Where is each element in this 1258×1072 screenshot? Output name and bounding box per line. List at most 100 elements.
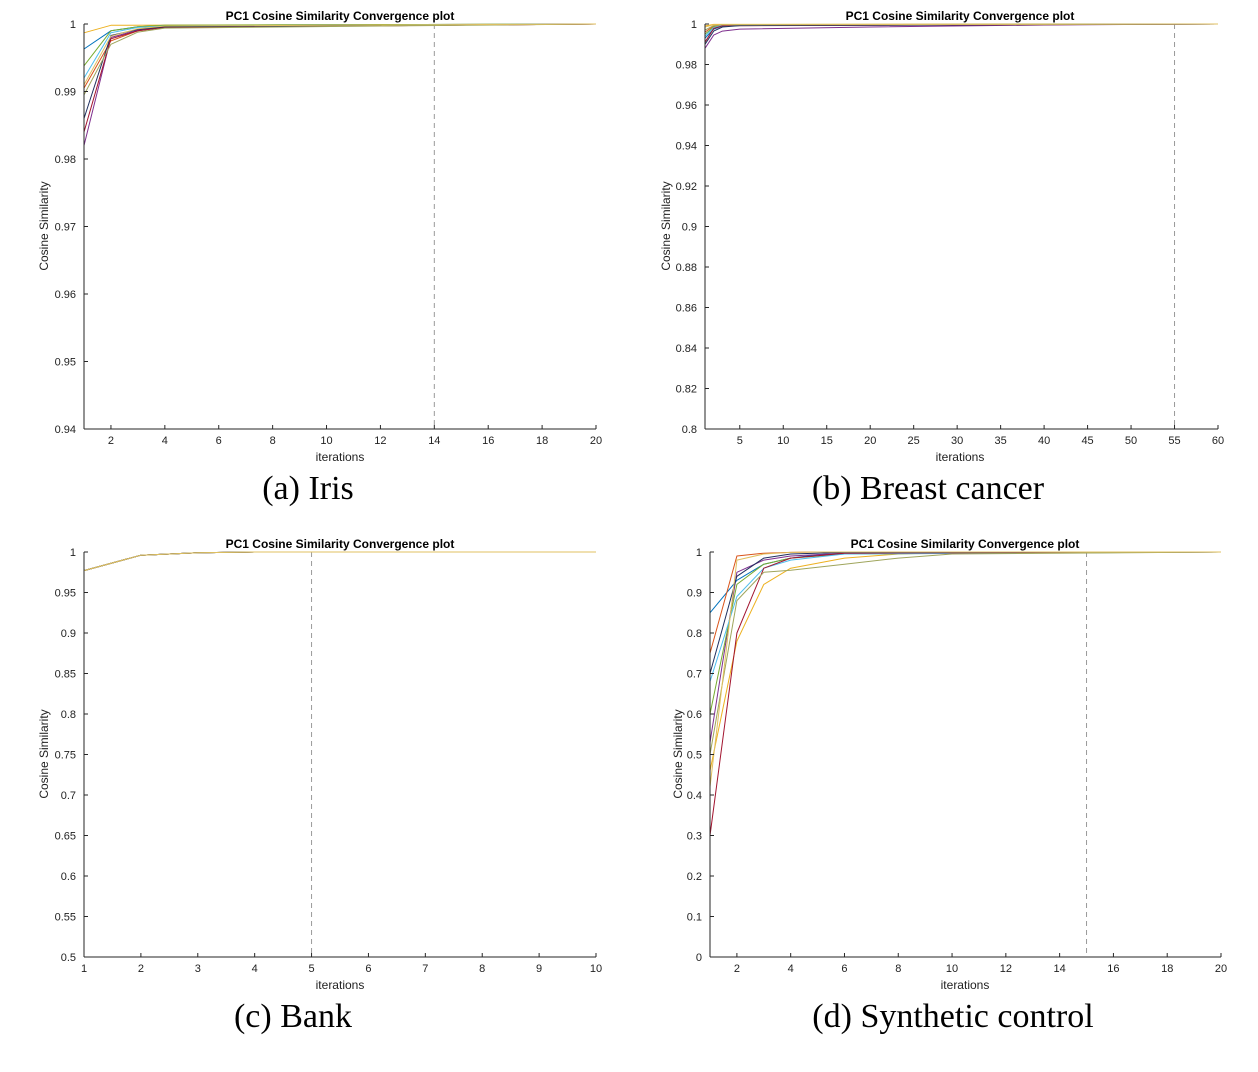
x-axis-label: iterations (316, 978, 365, 992)
x-tick-label: 45 (1081, 435, 1093, 447)
y-tick-label: 0.2 (687, 871, 702, 883)
chart-title: PC1 Cosine Similarity Convergence plot (846, 9, 1075, 23)
x-tick-label: 6 (365, 963, 371, 975)
x-tick-label: 6 (216, 435, 222, 447)
series-line (709, 551, 1222, 836)
series-line (83, 23, 597, 96)
series-line (83, 23, 597, 133)
y-tick-label: 0.88 (676, 262, 697, 274)
x-axis-label: iterations (941, 978, 990, 992)
x-tick-label: 2 (108, 435, 114, 447)
y-tick-label: 0.9 (687, 588, 702, 600)
y-axis-label: Cosine Similarity (37, 181, 51, 270)
x-tick-label: 2 (734, 963, 740, 975)
series-line (709, 551, 1222, 771)
x-tick-label: 7 (422, 963, 428, 975)
x-tick-label: 14 (1054, 963, 1066, 975)
series-line (709, 551, 1221, 787)
y-tick-label: 0.94 (676, 141, 697, 153)
x-tick-label: 10 (777, 435, 789, 447)
y-tick-label: 1 (70, 547, 76, 559)
x-tick-label: 55 (1168, 435, 1180, 447)
y-tick-label: 0.95 (55, 588, 76, 600)
x-tick-label: 8 (895, 963, 901, 975)
x-tick-label: 14 (428, 435, 440, 447)
x-tick-label: 5 (308, 963, 314, 975)
chart-title: PC1 Cosine Similarity Convergence plot (226, 537, 455, 551)
y-tick-label: 0.99 (55, 87, 76, 99)
x-axis-label: iterations (936, 450, 985, 464)
x-tick-label: 12 (1000, 963, 1012, 975)
y-tick-label: 0.7 (61, 790, 76, 802)
y-axis-label: Cosine Similarity (659, 181, 673, 270)
x-tick-label: 40 (1038, 435, 1050, 447)
x-tick-label: 1 (81, 963, 87, 975)
series-line (709, 551, 1222, 715)
y-tick-label: 0.65 (55, 831, 76, 843)
y-tick-label: 0.82 (676, 384, 697, 396)
y-tick-label: 0.94 (55, 424, 76, 436)
y-tick-label: 0.98 (676, 60, 697, 72)
panel-synthetic-control: PC1 Cosine Similarity Convergence plot i… (671, 537, 1227, 1035)
series-line (83, 23, 597, 86)
y-tick-label: 0.1 (687, 912, 702, 924)
series-line (83, 23, 597, 67)
y-tick-label: 0.86 (676, 303, 697, 315)
series-line (704, 23, 1219, 28)
x-tick-label: 50 (1125, 435, 1137, 447)
panel-breast-cancer: PC1 Cosine Similarity Convergence plot i… (659, 9, 1224, 507)
series-line (83, 23, 597, 119)
y-tick-label: 0.8 (61, 709, 76, 721)
caption: (d) Synthetic control (812, 998, 1093, 1035)
y-tick-label: 0.7 (687, 669, 702, 681)
series-line (709, 551, 1222, 755)
y-tick-label: 1 (70, 19, 76, 31)
y-tick-label: 0.5 (61, 952, 76, 964)
y-tick-label: 0.97 (55, 222, 76, 234)
y-tick-label: 0.96 (676, 100, 697, 112)
x-tick-label: 30 (951, 435, 963, 447)
series-line (704, 23, 1219, 49)
y-tick-label: 1 (691, 19, 697, 31)
series-line (83, 551, 596, 572)
panel-bank: PC1 Cosine Similarity Convergence plot i… (37, 537, 602, 1035)
y-tick-label: 0.9 (682, 222, 697, 234)
x-tick-label: 16 (482, 435, 494, 447)
x-tick-label: 2 (138, 963, 144, 975)
x-tick-label: 20 (590, 435, 602, 447)
panel-iris: PC1 Cosine Similarity Convergence plot i… (37, 9, 602, 507)
x-tick-label: 5 (737, 435, 743, 447)
x-tick-label: 8 (479, 963, 485, 975)
y-axis-label: Cosine Similarity (671, 709, 685, 798)
x-axis-label: iterations (316, 450, 365, 464)
y-tick-label: 0.6 (61, 871, 76, 883)
x-tick-label: 4 (252, 963, 258, 975)
x-tick-label: 10 (320, 435, 332, 447)
y-axis-label: Cosine Similarity (37, 709, 51, 798)
x-tick-label: 8 (270, 435, 276, 447)
y-tick-label: 0.6 (687, 709, 702, 721)
y-tick-label: 0.75 (55, 750, 76, 762)
x-tick-label: 35 (995, 435, 1007, 447)
series-line (83, 23, 597, 79)
y-tick-label: 0 (696, 952, 702, 964)
x-tick-label: 60 (1212, 435, 1224, 447)
y-tick-label: 0.84 (676, 343, 697, 355)
series-line (704, 23, 1219, 43)
series-line (709, 551, 1221, 654)
y-tick-label: 0.95 (55, 357, 76, 369)
y-tick-label: 0.85 (55, 669, 76, 681)
y-tick-label: 0.9 (61, 628, 76, 640)
caption: (b) Breast cancer (812, 470, 1045, 507)
series-line (709, 551, 1222, 682)
y-tick-label: 0.96 (55, 289, 76, 301)
x-tick-label: 6 (841, 963, 847, 975)
y-tick-label: 0.55 (55, 912, 76, 924)
x-tick-label: 3 (195, 963, 201, 975)
x-tick-label: 16 (1107, 963, 1119, 975)
x-tick-label: 10 (590, 963, 602, 975)
caption: (a) Iris (262, 470, 354, 507)
x-tick-label: 20 (1215, 963, 1227, 975)
x-tick-label: 20 (864, 435, 876, 447)
